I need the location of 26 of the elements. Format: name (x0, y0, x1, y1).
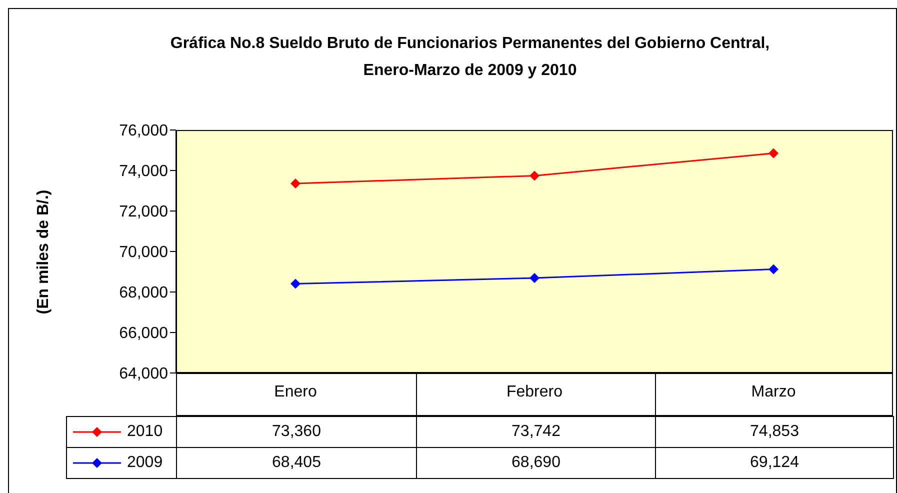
y-tick-label: 64,000 (119, 366, 168, 383)
y-tick-label: 66,000 (119, 325, 168, 342)
point (290, 178, 300, 188)
y-tick-label: 68,000 (119, 284, 168, 302)
x-tick-label: Enero (274, 383, 317, 400)
x-tick-label: Marzo (751, 383, 796, 400)
x-tick-label: Febrero (506, 383, 563, 400)
point (530, 273, 540, 284)
data-label: 69,124 (655, 447, 894, 479)
data-label: 73,742 (416, 416, 656, 448)
y-tick-label: 72,000 (119, 204, 168, 221)
point (768, 148, 778, 158)
legend-label: 2010 (127, 423, 163, 441)
point (530, 170, 540, 181)
data-label: 74,853 (655, 416, 894, 448)
y-tick-label: 70,000 (119, 244, 168, 262)
chart-title: Gráfica No.8 Sueldo Bruto de Funcionarios Permanentes del Gobierno Central, Enero-Marzo de 2009 y 2010 (170, 34, 770, 81)
point (768, 264, 778, 274)
data-label: 68,690 (416, 447, 656, 479)
data-label: 68,405 (176, 447, 417, 479)
legend-label: 2009 (127, 454, 163, 472)
data-label: 73,360 (176, 416, 417, 448)
y-axis-title: (En miles de B/.) (34, 188, 53, 316)
y-tick-label: 74,000 (119, 163, 168, 180)
y-tick-label: 76,000 (119, 122, 168, 140)
point (290, 278, 300, 289)
